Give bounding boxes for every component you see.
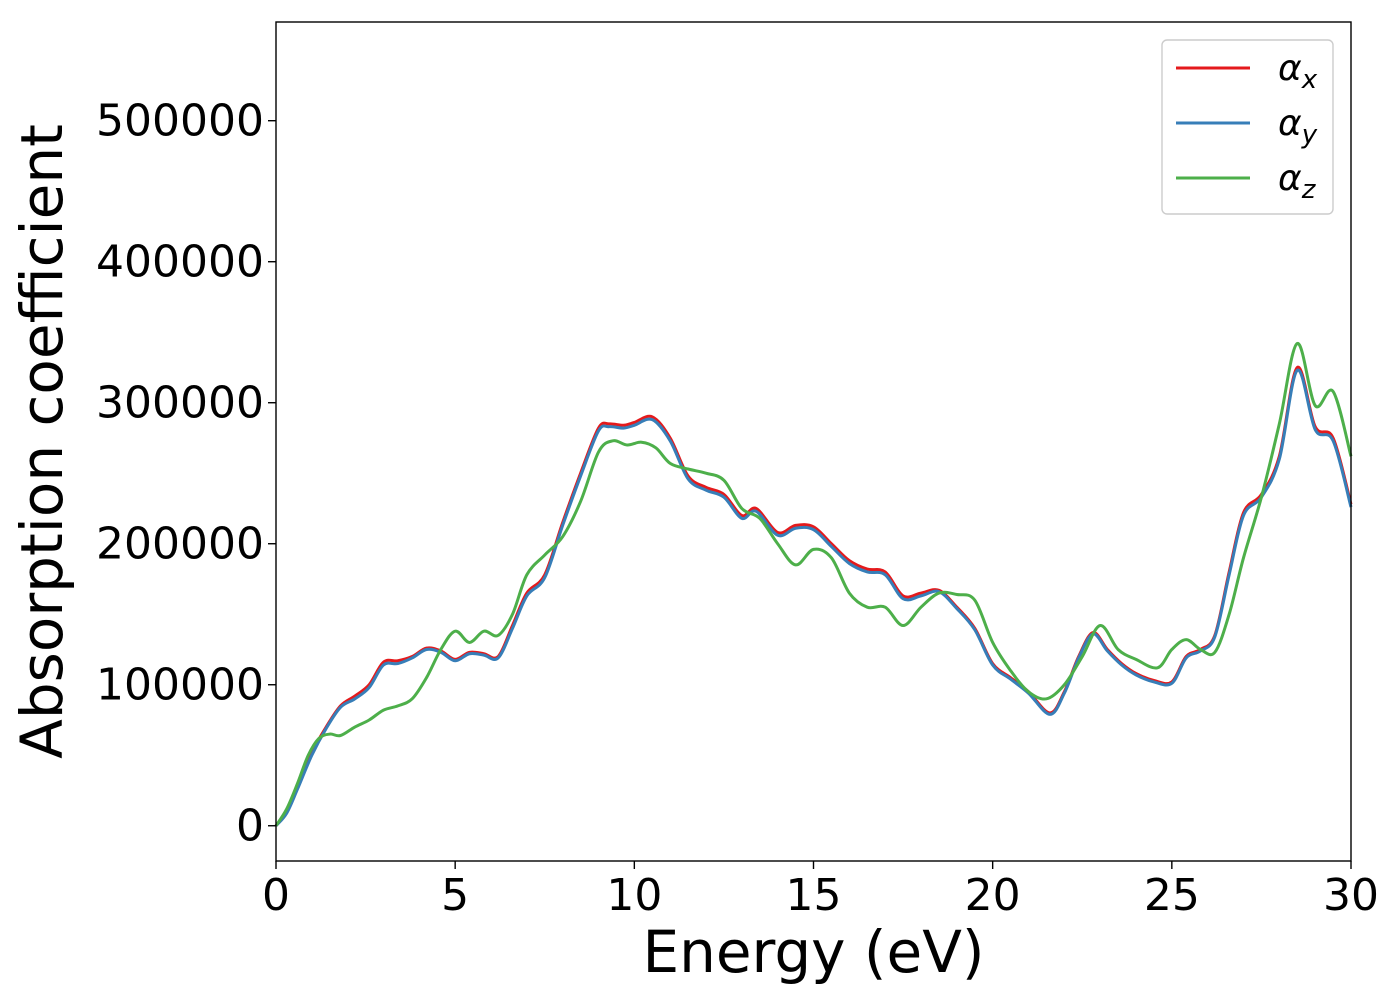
legend-label: αy (1278, 103, 1318, 150)
y-tick-label: 100000 (96, 660, 264, 711)
series-line-y (274, 368, 1353, 827)
x-tick-label: 30 (1323, 870, 1379, 921)
x-tick-label: 20 (965, 870, 1021, 921)
y-tick-label: 500000 (96, 96, 264, 147)
legend-box (1161, 39, 1334, 215)
series-line-z (274, 341, 1353, 827)
legend-item-x: αx (1176, 48, 1318, 95)
legend-label-symbol: α (1278, 48, 1302, 89)
x-tick-label: 25 (1144, 870, 1200, 921)
legend-label-symbol: α (1278, 103, 1302, 144)
x-tick-label: 0 (262, 870, 290, 921)
legend-label-subscript: y (1301, 120, 1318, 150)
x-tick-label: 10 (606, 870, 662, 921)
legend-item-y: αy (1176, 103, 1318, 150)
x-tick-label: 5 (441, 870, 469, 921)
legend-label-subscript: z (1301, 175, 1317, 205)
x-axis: 0 5 10 15 20 25 30 (262, 861, 1379, 921)
legend-label: αz (1278, 158, 1317, 205)
legend-label-subscript: x (1301, 65, 1318, 95)
legend-label-symbol: α (1278, 158, 1302, 199)
y-tick-label: 200000 (96, 519, 264, 570)
y-tick-label: 0 (236, 801, 264, 852)
series-layer (274, 341, 1353, 827)
legend-item-z: αz (1176, 158, 1317, 205)
y-axis: 0 100000 200000 300000 400000 500000 (96, 96, 276, 852)
legend-label: αx (1278, 48, 1318, 95)
y-axis-label: Absorption coefficient (8, 124, 76, 759)
y-tick-label: 300000 (96, 378, 264, 429)
y-tick-label: 400000 (96, 237, 264, 288)
x-tick-label: 15 (786, 870, 842, 921)
x-axis-label: Energy (eV) (642, 918, 984, 986)
